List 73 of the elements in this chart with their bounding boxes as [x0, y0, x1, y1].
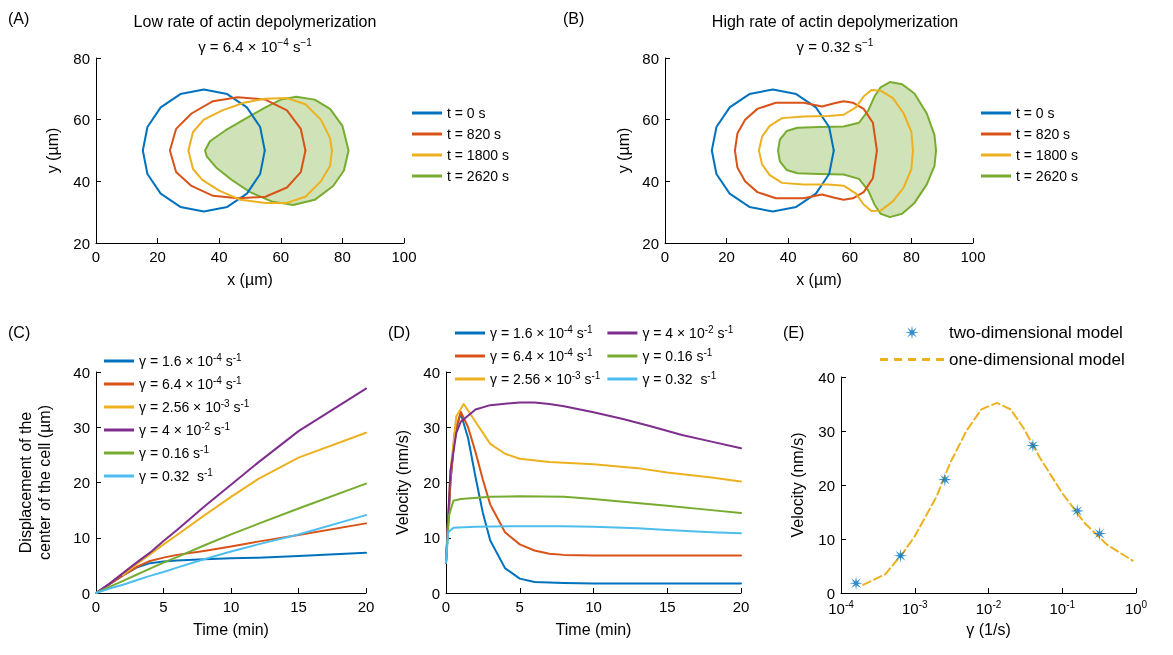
text: (E): [783, 323, 805, 341]
x-tick-label: 15: [658, 598, 676, 615]
y-tick-label: 20: [642, 234, 659, 252]
x-tick-label: 5: [159, 598, 168, 615]
chart-title: High rate of actin depolymerization: [711, 12, 959, 30]
legend-label: t = 820 s: [447, 126, 502, 142]
y-tick-label: 10: [73, 529, 90, 547]
x-tick-label: 80: [334, 248, 351, 265]
line-series: [445, 525, 742, 564]
y-axis-title: y (µm): [44, 127, 62, 174]
x-axis-title: x (µm): [796, 270, 842, 288]
y-tick-label: 30: [423, 418, 440, 436]
y-tick-label: 30: [818, 422, 835, 440]
legend-label: two-dimensional model: [949, 323, 1123, 342]
x-tick-label: 20: [718, 248, 735, 265]
text: (A): [8, 9, 30, 27]
legend-label: t = 1800 s: [447, 147, 509, 163]
y-tick-label: 20: [423, 474, 440, 491]
legend-label: one-dimensional model: [949, 350, 1125, 369]
chart-title: Low rate of actin depolymerization: [133, 12, 377, 30]
x-tick-label: 5: [515, 598, 524, 615]
text: (C): [8, 323, 31, 341]
y-tick-label: 40: [423, 363, 440, 381]
y-tick-label: 0: [81, 584, 90, 602]
y-tick-label: 30: [73, 418, 90, 436]
y-tick-label: 0: [826, 584, 835, 602]
x-axis-title: Time (min): [555, 620, 632, 638]
x-tick-label: 100: [960, 248, 986, 265]
text: (B): [563, 9, 585, 27]
y-tick-label: 60: [73, 111, 90, 129]
x-tick-label: 10: [222, 598, 240, 615]
x-tick-label: 60: [272, 248, 290, 265]
legend-label: t = 0 s: [1016, 105, 1055, 121]
x-tick-label: 40: [779, 248, 797, 265]
y-axis-title: y (µm): [615, 127, 632, 174]
y-tick-label: 60: [642, 111, 659, 129]
legend-label: t = 2620 s: [447, 168, 509, 184]
x-tick-label: 0: [660, 248, 670, 265]
x-tick-label: 20: [357, 598, 375, 615]
x-tick-label: 0: [91, 248, 101, 265]
y-tick-label: 0: [431, 584, 440, 602]
y-tick-label: 40: [642, 172, 659, 190]
x-tick-label: 10: [585, 598, 602, 615]
text: (D): [388, 323, 411, 341]
legend-label: t = 820 s: [1016, 126, 1071, 142]
y-tick-label: 20: [818, 476, 835, 494]
y-tick-label: 10: [818, 530, 835, 548]
y-tick-label: 20: [73, 234, 90, 252]
y-tick-label: 10: [423, 529, 440, 547]
legend-label: t = 0 s: [447, 105, 486, 121]
y-tick-label: 20: [73, 474, 90, 491]
y-tick-label: 40: [818, 368, 835, 386]
y-axis-title: Velocity (nm/s): [394, 430, 412, 535]
x-tick-label: 15: [290, 598, 307, 615]
x-tick-label: 60: [841, 248, 859, 265]
x-axis-title: x (µm): [227, 270, 273, 288]
y-tick-label: 40: [73, 172, 90, 190]
y-axis-title: Velocity (nm/s): [789, 432, 807, 538]
x-tick-label: 0: [91, 598, 101, 615]
x-tick-label: 40: [210, 248, 228, 265]
x-tick-label: 20: [732, 598, 750, 615]
x-axis-title: Time (min): [193, 620, 269, 638]
x-axis-title: γ (1/s): [966, 620, 1011, 638]
y-axis-title: Displacement of the center of the cell (µm): [17, 404, 53, 561]
legend-label: t = 2620 s: [1016, 168, 1078, 184]
y-tick-label: 80: [73, 49, 90, 67]
x-tick-label: 100: [391, 248, 417, 265]
x-tick-label: 20: [149, 248, 166, 265]
legend-label: t = 1800 s: [1016, 147, 1078, 163]
x-tick-label: 0: [441, 598, 451, 615]
y-tick-label: 40: [73, 363, 90, 381]
y-tick-label: 80: [642, 49, 659, 67]
x-tick-label: 80: [903, 248, 920, 265]
